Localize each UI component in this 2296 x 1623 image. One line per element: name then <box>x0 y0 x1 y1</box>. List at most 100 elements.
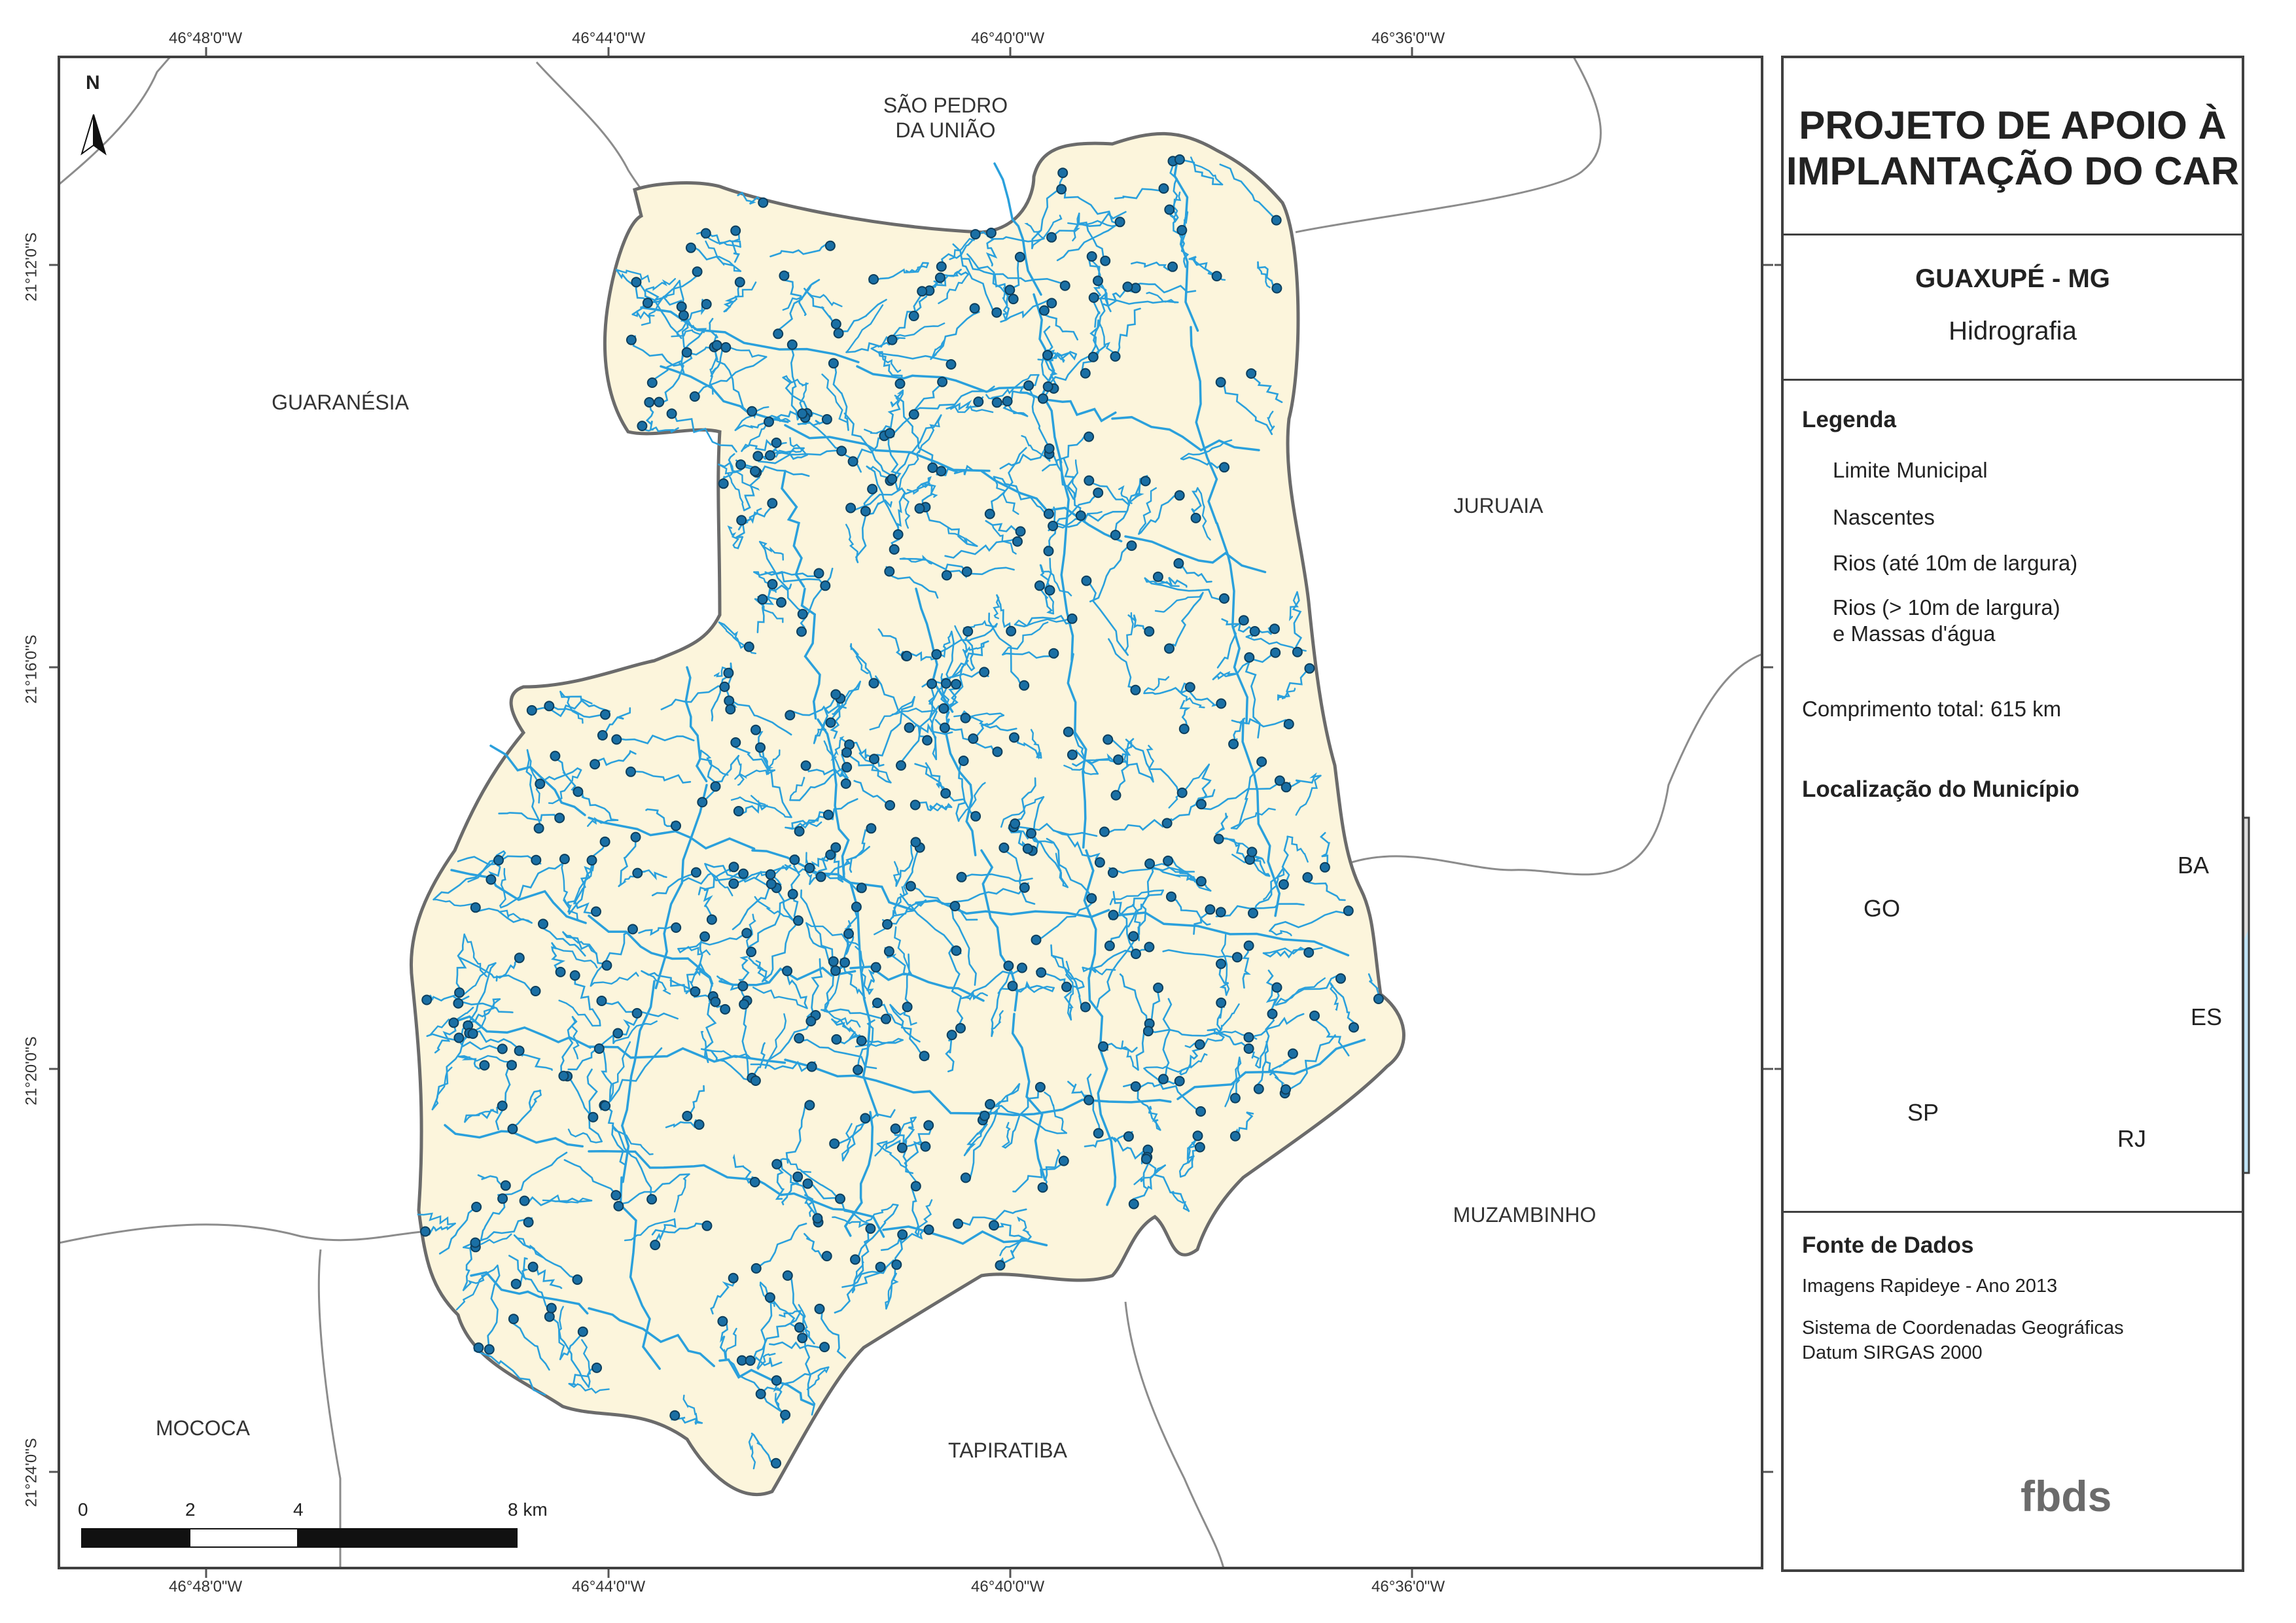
logo-text: fbds <box>2021 1472 2112 1520</box>
river <box>877 351 903 381</box>
river <box>567 1128 603 1143</box>
river <box>876 1143 917 1182</box>
river <box>736 755 745 786</box>
spring <box>1002 396 1013 407</box>
river <box>1048 494 1097 531</box>
spring <box>1108 909 1119 920</box>
spring <box>949 901 961 912</box>
spring <box>749 1177 760 1187</box>
river <box>1108 1137 1144 1164</box>
spring <box>1080 1002 1091 1013</box>
river <box>489 744 586 816</box>
place-label-juruaia: JURUAIA <box>1453 494 1544 517</box>
graticule-ticks <box>49 47 1784 1578</box>
spring <box>613 1200 624 1212</box>
river <box>940 631 955 707</box>
spring <box>507 1123 518 1134</box>
river <box>654 784 708 990</box>
spring <box>771 437 782 448</box>
spring <box>793 915 804 926</box>
spring <box>720 342 732 353</box>
neighbor-boundaries <box>59 57 1762 1568</box>
place-label-sao-pedro: SÃO PEDRO DA UNIÃO <box>883 94 1008 142</box>
spring <box>991 307 1002 318</box>
river <box>671 408 737 453</box>
river <box>1269 930 1292 937</box>
sources-heading: Fonte de Dados <box>1802 1232 1974 1258</box>
spring <box>847 456 858 467</box>
river <box>1108 867 1195 874</box>
river <box>499 867 506 909</box>
spring <box>776 597 786 608</box>
river <box>753 570 817 578</box>
river <box>1127 614 1152 636</box>
spring <box>1195 1106 1207 1117</box>
spring <box>1174 490 1185 501</box>
river <box>680 315 707 334</box>
spring <box>1046 232 1057 243</box>
river <box>704 996 717 1064</box>
river <box>849 643 874 686</box>
spring <box>908 311 919 321</box>
river <box>1030 729 1042 759</box>
spring <box>1216 958 1226 969</box>
source-crs: Sistema de Coordenadas Geográficas Datum… <box>1802 1318 2124 1363</box>
river <box>631 273 700 315</box>
spring <box>881 1013 891 1024</box>
river <box>918 414 942 453</box>
river <box>961 991 988 1001</box>
river <box>915 587 954 713</box>
river <box>558 1000 601 1027</box>
river <box>700 1031 709 1063</box>
river <box>894 394 934 467</box>
river <box>1178 229 1190 268</box>
spring <box>682 1111 693 1121</box>
spring <box>1248 907 1258 918</box>
spring <box>860 1113 871 1124</box>
river <box>908 884 978 921</box>
river <box>993 476 1050 518</box>
spring <box>1023 380 1034 391</box>
river <box>763 1366 830 1392</box>
river <box>639 426 679 433</box>
spring <box>479 1060 490 1071</box>
spring <box>1114 217 1125 228</box>
location-heading: Localização do Município <box>1802 777 2079 802</box>
municipality-boundary <box>410 131 1405 1496</box>
river <box>985 1105 1068 1134</box>
spring <box>779 270 790 281</box>
river <box>562 931 610 966</box>
river <box>641 279 680 326</box>
spring <box>1302 872 1313 883</box>
spring <box>797 1333 808 1344</box>
spring <box>970 229 981 240</box>
river <box>885 1272 899 1310</box>
river <box>953 882 1029 903</box>
river <box>1212 649 1273 680</box>
spring <box>1153 983 1164 993</box>
river <box>809 852 829 885</box>
river <box>759 540 784 561</box>
river <box>1046 837 1091 900</box>
river <box>548 1314 590 1388</box>
spring <box>979 667 990 678</box>
spring <box>960 712 971 724</box>
river <box>565 1073 603 1143</box>
spring <box>839 957 851 968</box>
spring <box>644 397 655 408</box>
spring <box>868 274 879 285</box>
river <box>781 470 805 588</box>
river <box>889 1003 929 1060</box>
river <box>1002 621 1049 655</box>
spring <box>626 334 637 345</box>
river <box>892 861 900 887</box>
spring <box>804 1100 815 1111</box>
spring <box>824 240 836 251</box>
spring <box>1061 981 1072 992</box>
river <box>531 1089 542 1109</box>
river <box>740 1002 749 1076</box>
river <box>895 840 917 887</box>
spring <box>1144 941 1155 952</box>
spring <box>897 1229 908 1240</box>
spring <box>757 594 768 605</box>
